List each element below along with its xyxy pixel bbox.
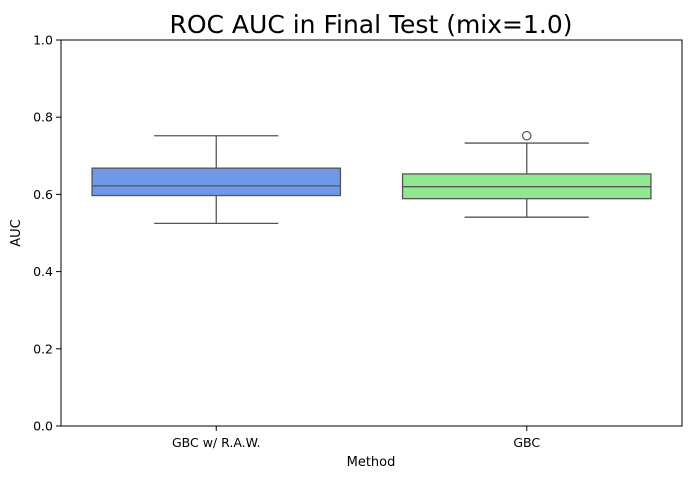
x-axis: GBC w/ R.A.W. GBC <box>172 426 540 450</box>
y-tick-label: 1.0 <box>33 33 53 48</box>
chart-title: ROC AUC in Final Test (mix=1.0) <box>169 10 572 39</box>
outlier-point <box>521 130 532 141</box>
x-tick-label: GBC <box>513 435 540 450</box>
box-group <box>401 130 652 218</box>
y-tick-label: 0.0 <box>33 419 53 434</box>
boxes <box>91 130 652 225</box>
y-axis: 0.0 0.2 0.4 0.6 0.8 1.0 <box>33 33 61 434</box>
x-axis-label: Method <box>347 455 396 470</box>
box-group <box>91 135 342 225</box>
box-iqr <box>91 167 342 197</box>
y-tick-label: 0.8 <box>33 110 53 125</box>
plot-area <box>60 39 683 427</box>
y-tick-label: 0.2 <box>33 341 53 356</box>
y-axis-label: AUC <box>9 219 24 247</box>
y-tick-label: 0.4 <box>33 264 53 279</box>
x-tick-label: GBC w/ R.A.W. <box>172 435 261 450</box>
y-tick-label: 0.6 <box>33 187 53 202</box>
